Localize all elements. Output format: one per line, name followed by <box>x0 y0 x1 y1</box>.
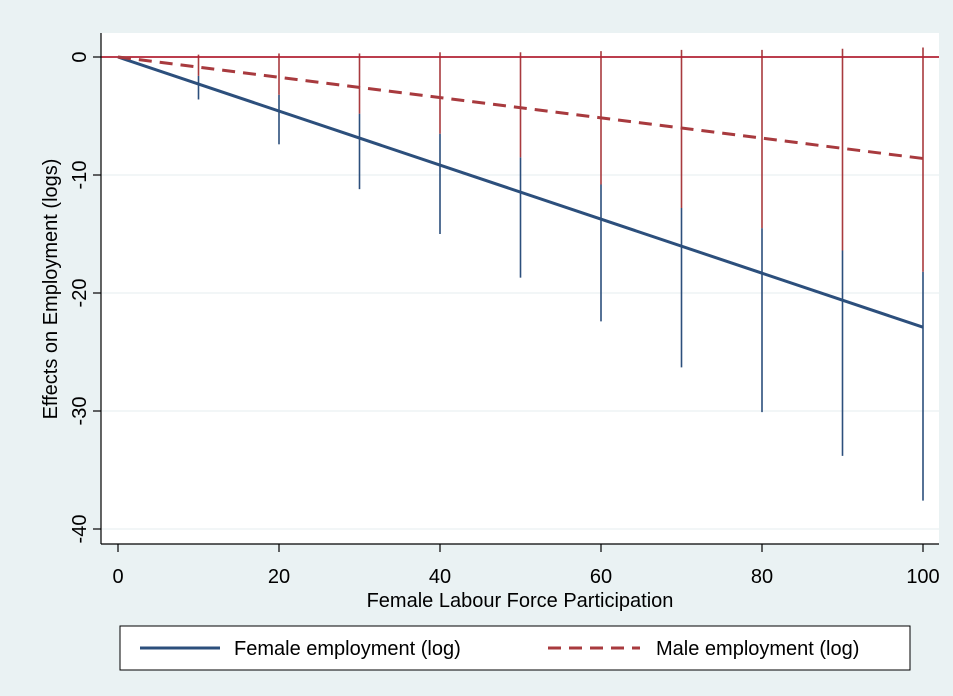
y-axis-label: Effects on Employment (logs) <box>40 159 62 420</box>
y-tick-label-2: -20 <box>69 279 91 308</box>
x-tick-label-5: 100 <box>906 566 939 588</box>
x-tick-label-4: 80 <box>751 566 773 588</box>
x-tick-label-1: 20 <box>268 566 290 588</box>
legend: Female employment (log) Male employment … <box>119 625 911 671</box>
y-tick-label-0: 0 <box>69 51 91 62</box>
axes: 0 20 40 60 80 100 0 -10 -20 -30 -40 <box>69 33 940 588</box>
legend-box <box>119 625 911 671</box>
legend-label-female: Female employment (log) <box>234 638 461 660</box>
series-line-male <box>117 55 924 160</box>
y-tick-label-4: -40 <box>69 515 91 544</box>
x-tick-label-2: 40 <box>429 566 451 588</box>
y-tick-label-3: -30 <box>69 397 91 426</box>
legend-label-male: Male employment (log) <box>656 638 859 660</box>
x-tick-label-3: 60 <box>590 566 612 588</box>
x-axis-label: Female Labour Force Participation <box>367 590 674 612</box>
y-tick-label-1: -10 <box>69 161 91 190</box>
series-line-female <box>117 55 924 329</box>
series-lines <box>117 55 924 329</box>
x-tick-label-0: 0 <box>112 566 123 588</box>
